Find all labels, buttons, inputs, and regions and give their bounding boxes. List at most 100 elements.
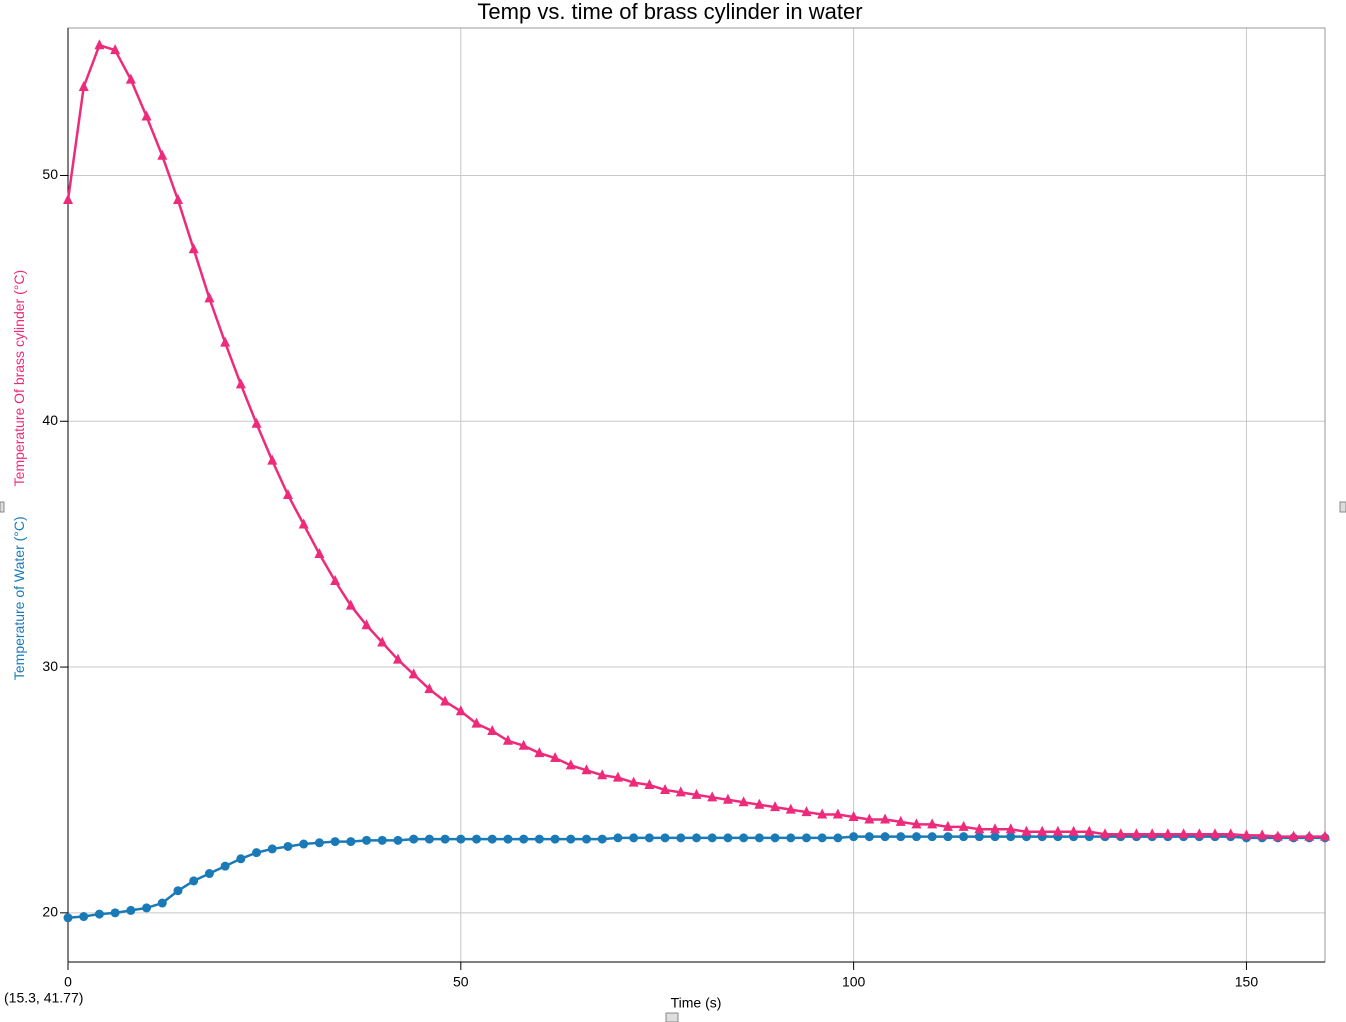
data-point	[990, 823, 1001, 834]
data-point	[676, 833, 686, 843]
data-point	[723, 833, 733, 843]
data-point	[503, 834, 513, 844]
data-point	[722, 793, 733, 804]
data-point	[377, 636, 388, 647]
data-point	[172, 194, 183, 205]
data-point	[896, 832, 906, 842]
data-point	[298, 518, 309, 529]
data-point	[1162, 828, 1173, 839]
plot-area: 0 50 100 150 20 30 40 50 Temperature of Water (°…	[11, 27, 1330, 990]
data-point	[126, 905, 136, 915]
data-point	[204, 869, 214, 879]
data-point	[283, 841, 293, 851]
data-point	[770, 833, 780, 843]
data-point	[927, 818, 938, 829]
data-point	[1084, 825, 1095, 836]
data-point	[299, 839, 309, 849]
data-point	[1178, 828, 1189, 839]
data-point	[251, 417, 262, 428]
y-axis-label: Temperature Of brass cylinder (°C)	[11, 270, 27, 486]
x-tick-label: 150	[1235, 974, 1259, 990]
data-point	[895, 815, 906, 826]
data-point	[409, 834, 419, 844]
data-point	[911, 832, 921, 842]
data-point	[1131, 828, 1142, 839]
data-point	[785, 803, 796, 814]
data-point	[817, 833, 827, 843]
data-point	[974, 823, 985, 834]
data-point	[220, 861, 230, 871]
data-point	[581, 764, 592, 775]
data-point	[487, 834, 497, 844]
data-point	[927, 832, 937, 842]
data-point	[472, 834, 482, 844]
data-point	[628, 776, 639, 787]
data-point	[519, 834, 529, 844]
data-point	[346, 837, 356, 847]
data-point	[110, 44, 121, 55]
data-point	[597, 769, 608, 780]
data-point	[330, 837, 340, 847]
x-tick-label: 100	[842, 974, 866, 990]
data-point	[142, 903, 152, 913]
data-point	[94, 39, 105, 50]
y-axis-labels: Temperature of Water (°C) Temperature Of …	[11, 270, 27, 680]
data-point	[629, 833, 639, 843]
data-point	[392, 653, 403, 664]
data-point	[110, 908, 120, 918]
data-point	[644, 833, 654, 843]
data-point	[613, 833, 623, 843]
data-point	[1021, 825, 1032, 836]
y-axis-label: Temperature of Water (°C)	[11, 516, 27, 680]
data-point	[612, 771, 623, 782]
data-point	[236, 854, 246, 864]
data-point	[456, 834, 466, 844]
data-point	[691, 788, 702, 799]
data-point	[377, 835, 387, 845]
data-point	[958, 820, 969, 831]
data-point	[864, 832, 874, 842]
data-point	[518, 739, 529, 750]
chart-title: Temp vs. time of brass cylinder in water	[477, 0, 862, 24]
data-point	[534, 747, 545, 758]
data-point	[440, 834, 450, 844]
data-point	[393, 835, 403, 845]
data-point	[1241, 829, 1252, 840]
data-point	[565, 759, 576, 770]
data-point	[942, 820, 953, 831]
data-point	[832, 808, 843, 819]
data-point	[235, 378, 246, 389]
data-point	[1006, 832, 1016, 842]
scroll-handle[interactable]	[665, 1012, 679, 1022]
data-point	[1068, 825, 1079, 836]
data-point	[502, 734, 513, 745]
data-point	[1257, 829, 1268, 840]
data-point	[1147, 828, 1158, 839]
data-point	[959, 832, 969, 842]
data-point	[974, 832, 984, 842]
data-point	[1052, 825, 1063, 836]
data-point	[63, 194, 73, 205]
data-point	[267, 454, 278, 465]
scroll-handle[interactable]	[0, 501, 5, 513]
y-tick-label: 40	[42, 412, 58, 428]
data-point	[1304, 830, 1315, 841]
data-point	[738, 796, 749, 807]
data-point	[282, 489, 293, 499]
data-point	[754, 798, 765, 809]
data-point	[754, 833, 764, 843]
data-point	[707, 791, 718, 802]
scroll-handle[interactable]	[1339, 501, 1346, 513]
data-point	[1194, 828, 1205, 839]
data-point	[1320, 830, 1330, 841]
data-point	[141, 110, 152, 121]
data-point	[534, 834, 544, 844]
data-point	[455, 705, 466, 716]
data-point	[424, 834, 434, 844]
data-point	[707, 833, 717, 843]
x-axis-label: Time (s)	[671, 995, 722, 1011]
data-point	[582, 834, 592, 844]
data-point	[660, 783, 671, 794]
data-point	[79, 912, 89, 922]
